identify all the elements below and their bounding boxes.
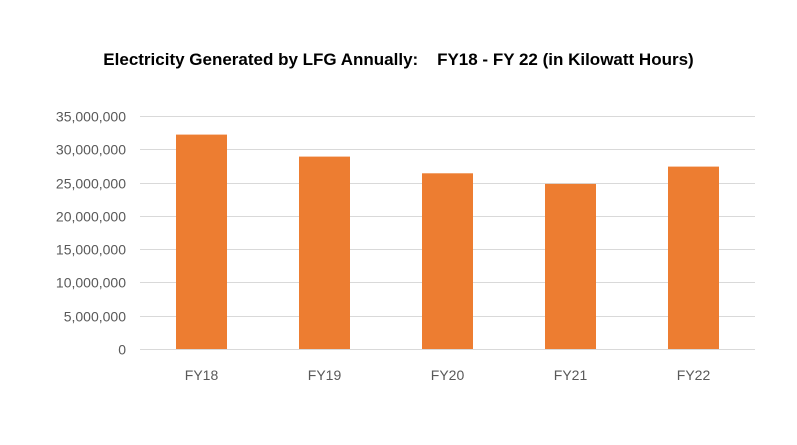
x-tick-label: FY21 [554, 367, 588, 383]
y-tick-label: 10,000,000 [56, 275, 126, 291]
chart-title: Electricity Generated by LFG Annually: F… [103, 50, 694, 69]
bars [176, 134, 719, 349]
y-axis-tick-labels: 0 5,000,000 10,000,000 15,000,000 20,000,000… [56, 109, 126, 358]
y-tick-label: 30,000,000 [56, 142, 126, 158]
y-tick-label: 15,000,000 [56, 242, 126, 258]
x-tick-label: FY19 [308, 367, 342, 383]
bar-fy22 [668, 166, 719, 349]
bar-fy21 [545, 183, 596, 349]
x-tick-label: FY20 [431, 367, 465, 383]
y-tick-label: 0 [118, 342, 126, 358]
bar-fy19 [299, 156, 350, 349]
x-tick-label: FY18 [185, 367, 219, 383]
y-tick-label: 5,000,000 [64, 309, 126, 325]
x-tick-label: FY22 [677, 367, 711, 383]
y-tick-label: 25,000,000 [56, 176, 126, 192]
y-tick-label: 35,000,000 [56, 109, 126, 125]
x-axis-tick-labels: FY18 FY19 FY20 FY21 FY22 [185, 367, 711, 383]
bar-fy20 [422, 173, 473, 349]
bar-fy18 [176, 134, 227, 349]
y-tick-label: 20,000,000 [56, 209, 126, 225]
